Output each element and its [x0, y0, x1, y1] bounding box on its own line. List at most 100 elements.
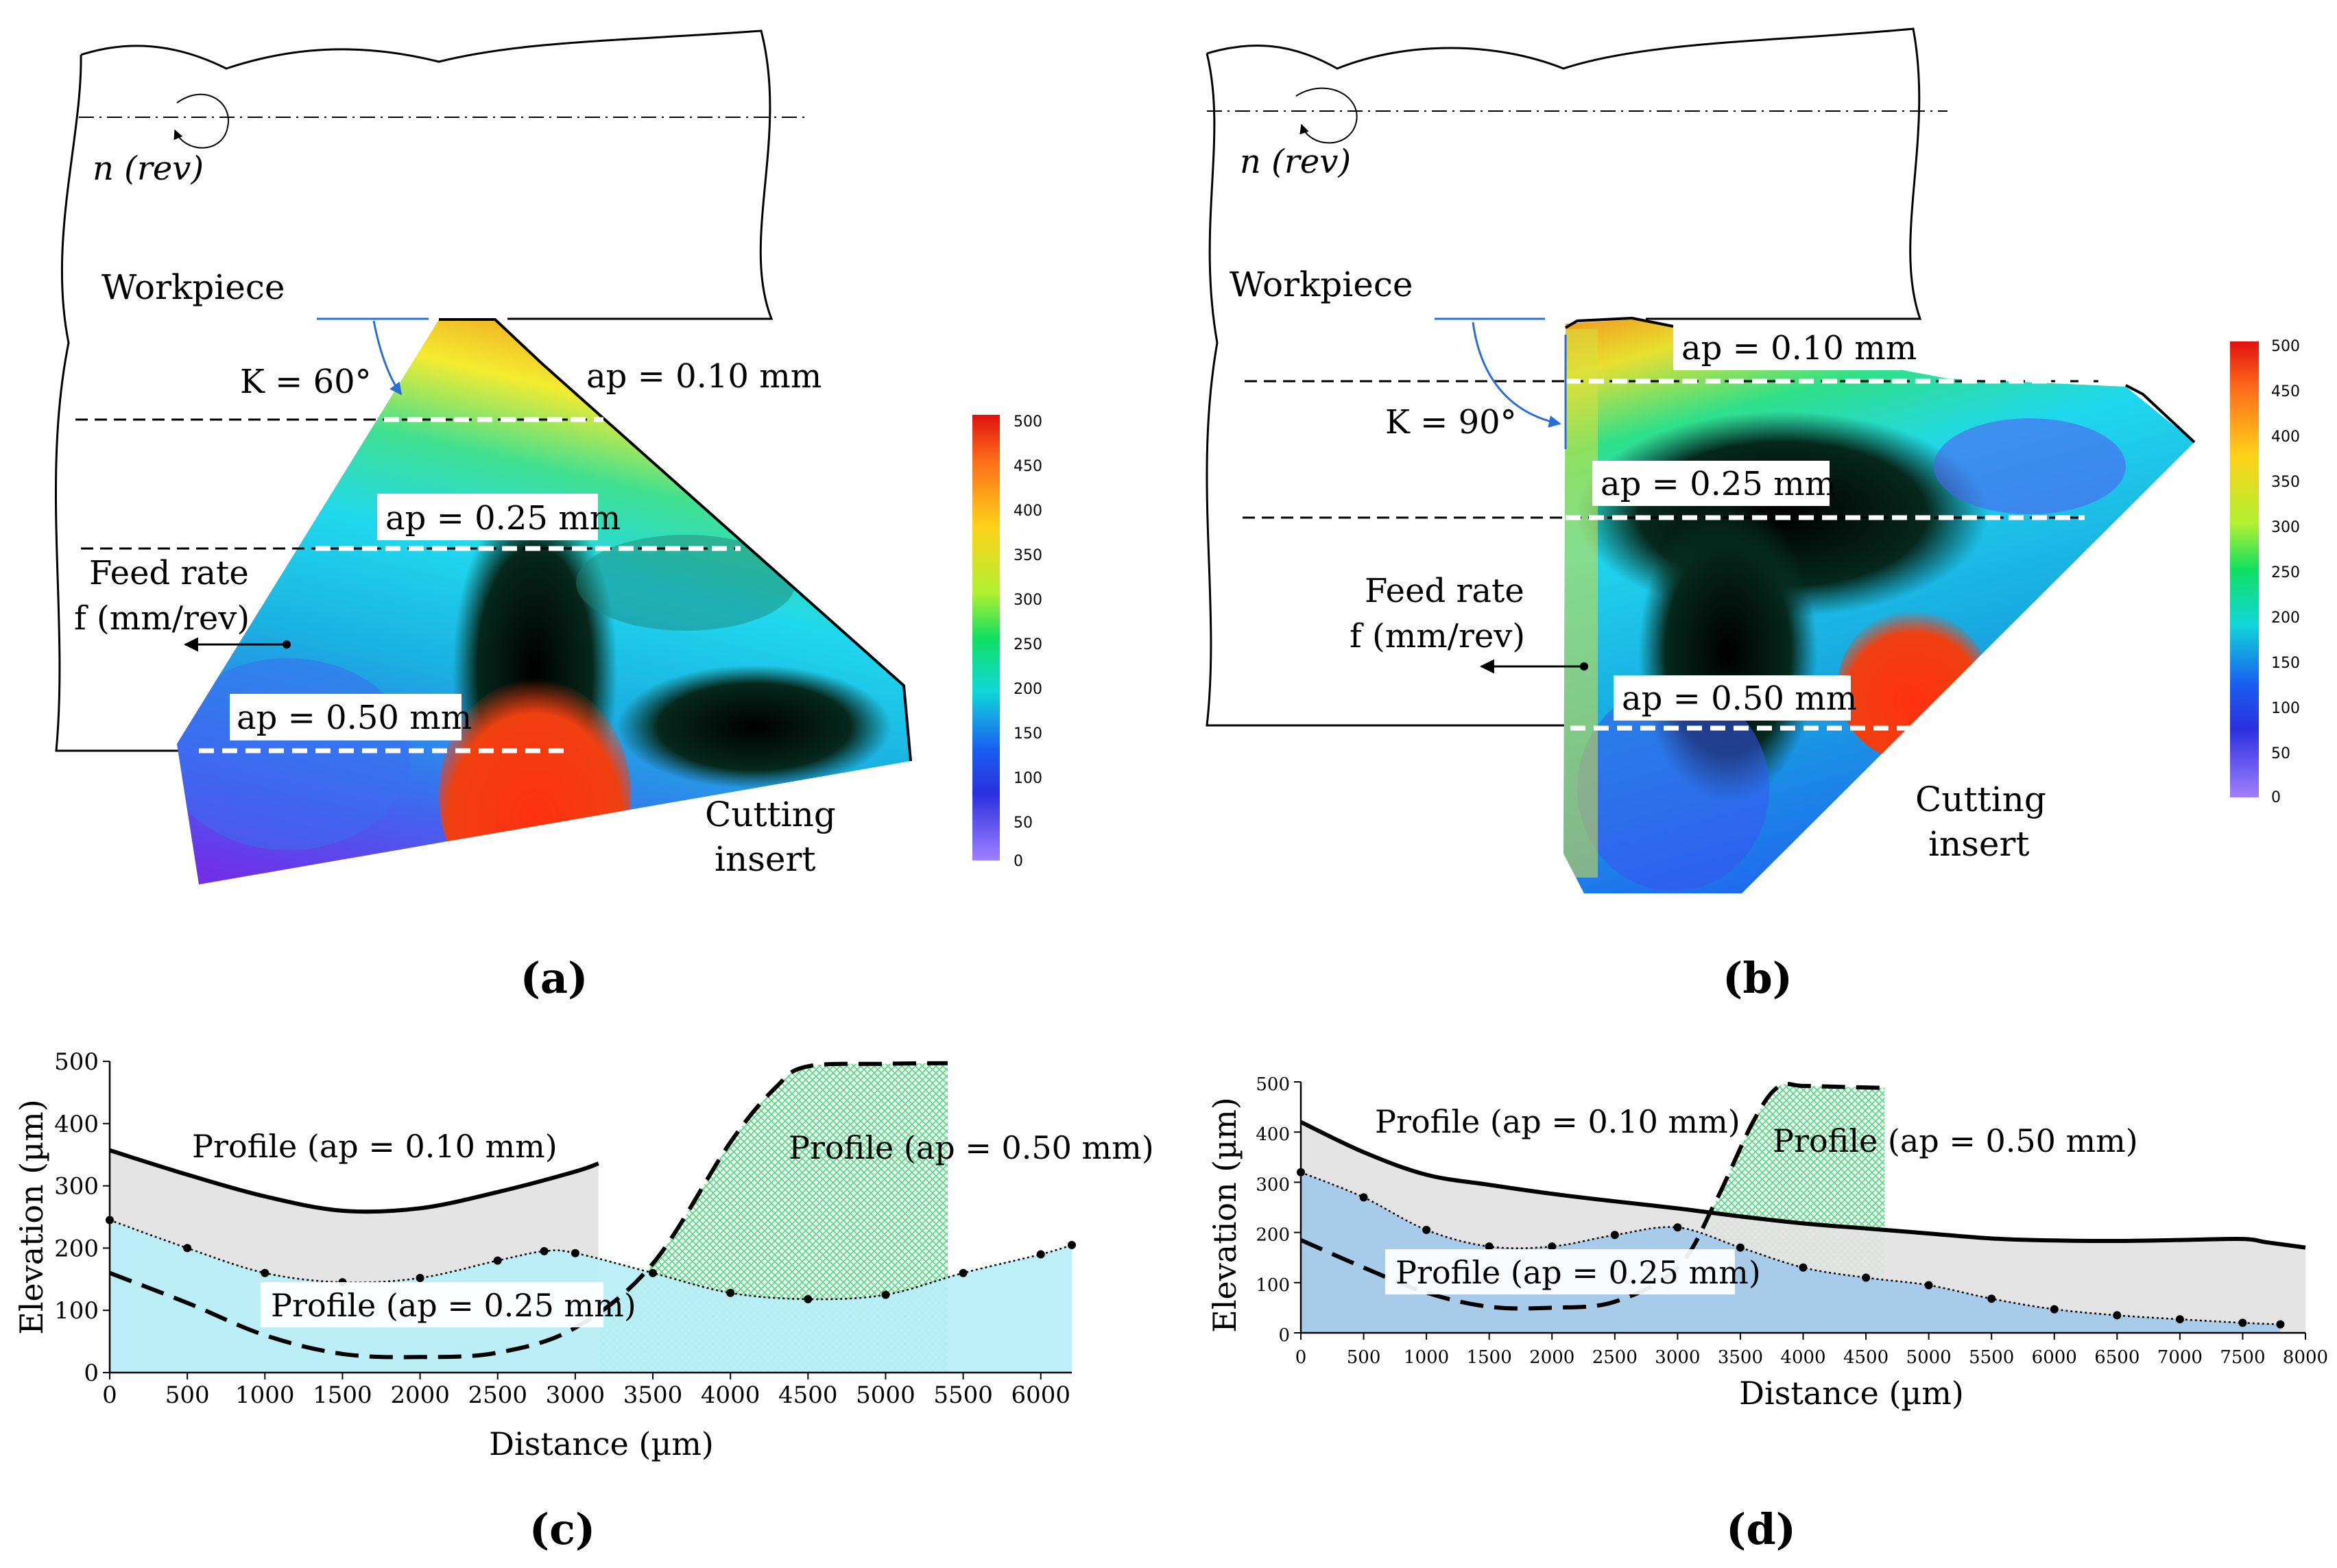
insert-label-a-2: insert: [715, 839, 815, 879]
x-tick-label: 8000: [2283, 1347, 2328, 1368]
x-tick-label: 5000: [1906, 1347, 1952, 1368]
cbar-a-tick: 200: [1014, 681, 1042, 698]
rotation-arrow-a: [173, 93, 230, 149]
x-tick-label: 4500: [778, 1382, 838, 1409]
series-point: [2113, 1311, 2122, 1320]
feed-label-a-1: Feed rate: [89, 554, 249, 592]
kappa-arc-b: [1472, 322, 1561, 428]
series-point: [571, 1249, 579, 1257]
feed-label-a-2: f (mm/rev): [74, 599, 250, 638]
chart-c-label-050: Profile (ap = 0.50 mm): [789, 1129, 1154, 1166]
series-point: [959, 1268, 968, 1277]
rotation-arrow-b: [1295, 87, 1358, 144]
x-tick-label: 4000: [701, 1382, 760, 1409]
y-tick-label: 200: [1256, 1225, 1290, 1246]
cbar-b-tick: 100: [2271, 700, 2300, 717]
y-tick-label: 400: [1256, 1124, 1290, 1145]
x-tick-label: 0: [102, 1382, 117, 1409]
series-point: [1548, 1242, 1557, 1251]
workpiece-label-a: Workpiece: [101, 267, 285, 307]
series-point: [1485, 1242, 1494, 1251]
ap050-label-a: ap = 0.50 mm: [237, 699, 472, 737]
cbar-b-tick: 400: [2271, 429, 2300, 446]
series-point: [1924, 1281, 1933, 1290]
series-point: [493, 1256, 502, 1265]
x-tick-label: 6500: [2094, 1347, 2140, 1368]
series-point: [2175, 1315, 2184, 1324]
x-tick-label: 2000: [390, 1382, 450, 1409]
x-tick-label: 7000: [2157, 1347, 2203, 1368]
y-tick-label: 100: [54, 1297, 99, 1325]
y-tick-label: 400: [54, 1111, 99, 1138]
y-tick-label: 100: [1256, 1275, 1290, 1296]
cbar-b-tick: 200: [2271, 610, 2300, 627]
insert-label-a-1: Cutting: [705, 795, 836, 834]
caption-d: (d): [1726, 1504, 1796, 1554]
panel-a: n (rev) Workpiece K = 60° ap = 0.10 mm a…: [54, 29, 1042, 1003]
x-tick-label: 1500: [1467, 1347, 1512, 1368]
workpiece-outline-b: [1206, 27, 1922, 727]
x-tick-label: 3000: [546, 1382, 606, 1409]
x-tick-label: 500: [165, 1382, 210, 1409]
rotation-label-a: n (rev): [93, 149, 204, 188]
y-tick-label: 0: [1278, 1325, 1290, 1346]
series-point: [881, 1290, 890, 1299]
insert-label-b-2: insert: [1928, 824, 2029, 864]
x-tick-label: 7500: [2220, 1347, 2265, 1368]
cbar-a-tick: 450: [1014, 458, 1042, 475]
x-tick-label: 3500: [1718, 1347, 1763, 1368]
chart-c-xlabel: Distance (µm): [489, 1425, 714, 1462]
chart-d-xlabel: Distance (µm): [1739, 1375, 1964, 1412]
series-point: [1359, 1193, 1368, 1202]
panel-b: n (rev) Workpiece K = 90° ap = 0.10 mm a…: [1206, 27, 2300, 1003]
feed-label-b-2: f (mm/rev): [1350, 617, 1525, 655]
colorbar-b: [2230, 341, 2259, 797]
x-tick-label: 4500: [1843, 1347, 1889, 1368]
cbar-b-tick: 300: [2271, 519, 2300, 536]
x-tick-label: 500: [1347, 1347, 1381, 1368]
x-tick-label: 5500: [1969, 1347, 2014, 1368]
insert-outline-b: [1564, 316, 2196, 444]
feed-label-b-1: Feed rate: [1365, 572, 1524, 610]
cbar-a-tick: 50: [1014, 815, 1033, 832]
x-tick-label: 2000: [1529, 1347, 1574, 1368]
workpiece-outline-a: [54, 29, 774, 752]
colorbar-ticks-a: 500 450 400 350 300 250 200 150 100 50 0: [1014, 413, 1042, 870]
cbar-b-tick: 0: [2271, 789, 2281, 806]
series-point: [261, 1268, 269, 1277]
x-tick-label: 6000: [1011, 1382, 1070, 1409]
series-point: [2238, 1318, 2247, 1327]
chart-d-ylabel: Elevation (µm): [1206, 1097, 1243, 1332]
cbar-a-tick: 150: [1014, 725, 1042, 743]
series-point: [2276, 1320, 2285, 1329]
x-tick-label: 2500: [468, 1382, 527, 1409]
insert-outline-a: [439, 318, 912, 762]
chart-c-ylabel: Elevation (µm): [13, 1099, 50, 1334]
series-point: [1068, 1240, 1076, 1249]
x-tick-label: 5000: [856, 1382, 915, 1409]
series-point: [2050, 1305, 2059, 1314]
cbar-b-tick: 250: [2271, 564, 2300, 581]
series-line-0: [1299, 1120, 2306, 1250]
series-point: [540, 1246, 549, 1255]
series-point: [1799, 1263, 1808, 1272]
ap010-label-b: ap = 0.10 mm: [1681, 329, 1917, 367]
ap025-label-b: ap = 0.25 mm: [1601, 465, 1836, 503]
chart-d: 0 500 1000 1500 2000 2500 3000 3500 4000 4500 5000…: [1206, 1074, 2328, 1554]
series-point: [1422, 1225, 1431, 1234]
ap050-label-b: ap = 0.50 mm: [1622, 679, 1857, 718]
kappa-arc-a: [372, 320, 403, 396]
series-point: [1673, 1223, 1682, 1232]
chart-d-label-025: Profile (ap = 0.25 mm): [1395, 1254, 1761, 1291]
y-tick-label: 0: [84, 1360, 99, 1387]
cbar-b-tick: 50: [2271, 745, 2290, 762]
cbar-a-tick: 100: [1014, 770, 1042, 787]
cbar-a-tick: 0: [1014, 853, 1023, 870]
chart-c: 0 500 1000 1500 2000 2500 3000 3500 4000 4500 5000…: [13, 1048, 1154, 1554]
caption-b: (b): [1723, 953, 1793, 1003]
cbar-b-tick: 150: [2271, 655, 2300, 672]
chart-c-label-025: Profile (ap = 0.25 mm): [271, 1287, 636, 1324]
y-tick-label: 300: [54, 1173, 99, 1201]
ap010-label-a: ap = 0.10 mm: [586, 357, 822, 396]
series-line-0: [109, 1148, 599, 1214]
